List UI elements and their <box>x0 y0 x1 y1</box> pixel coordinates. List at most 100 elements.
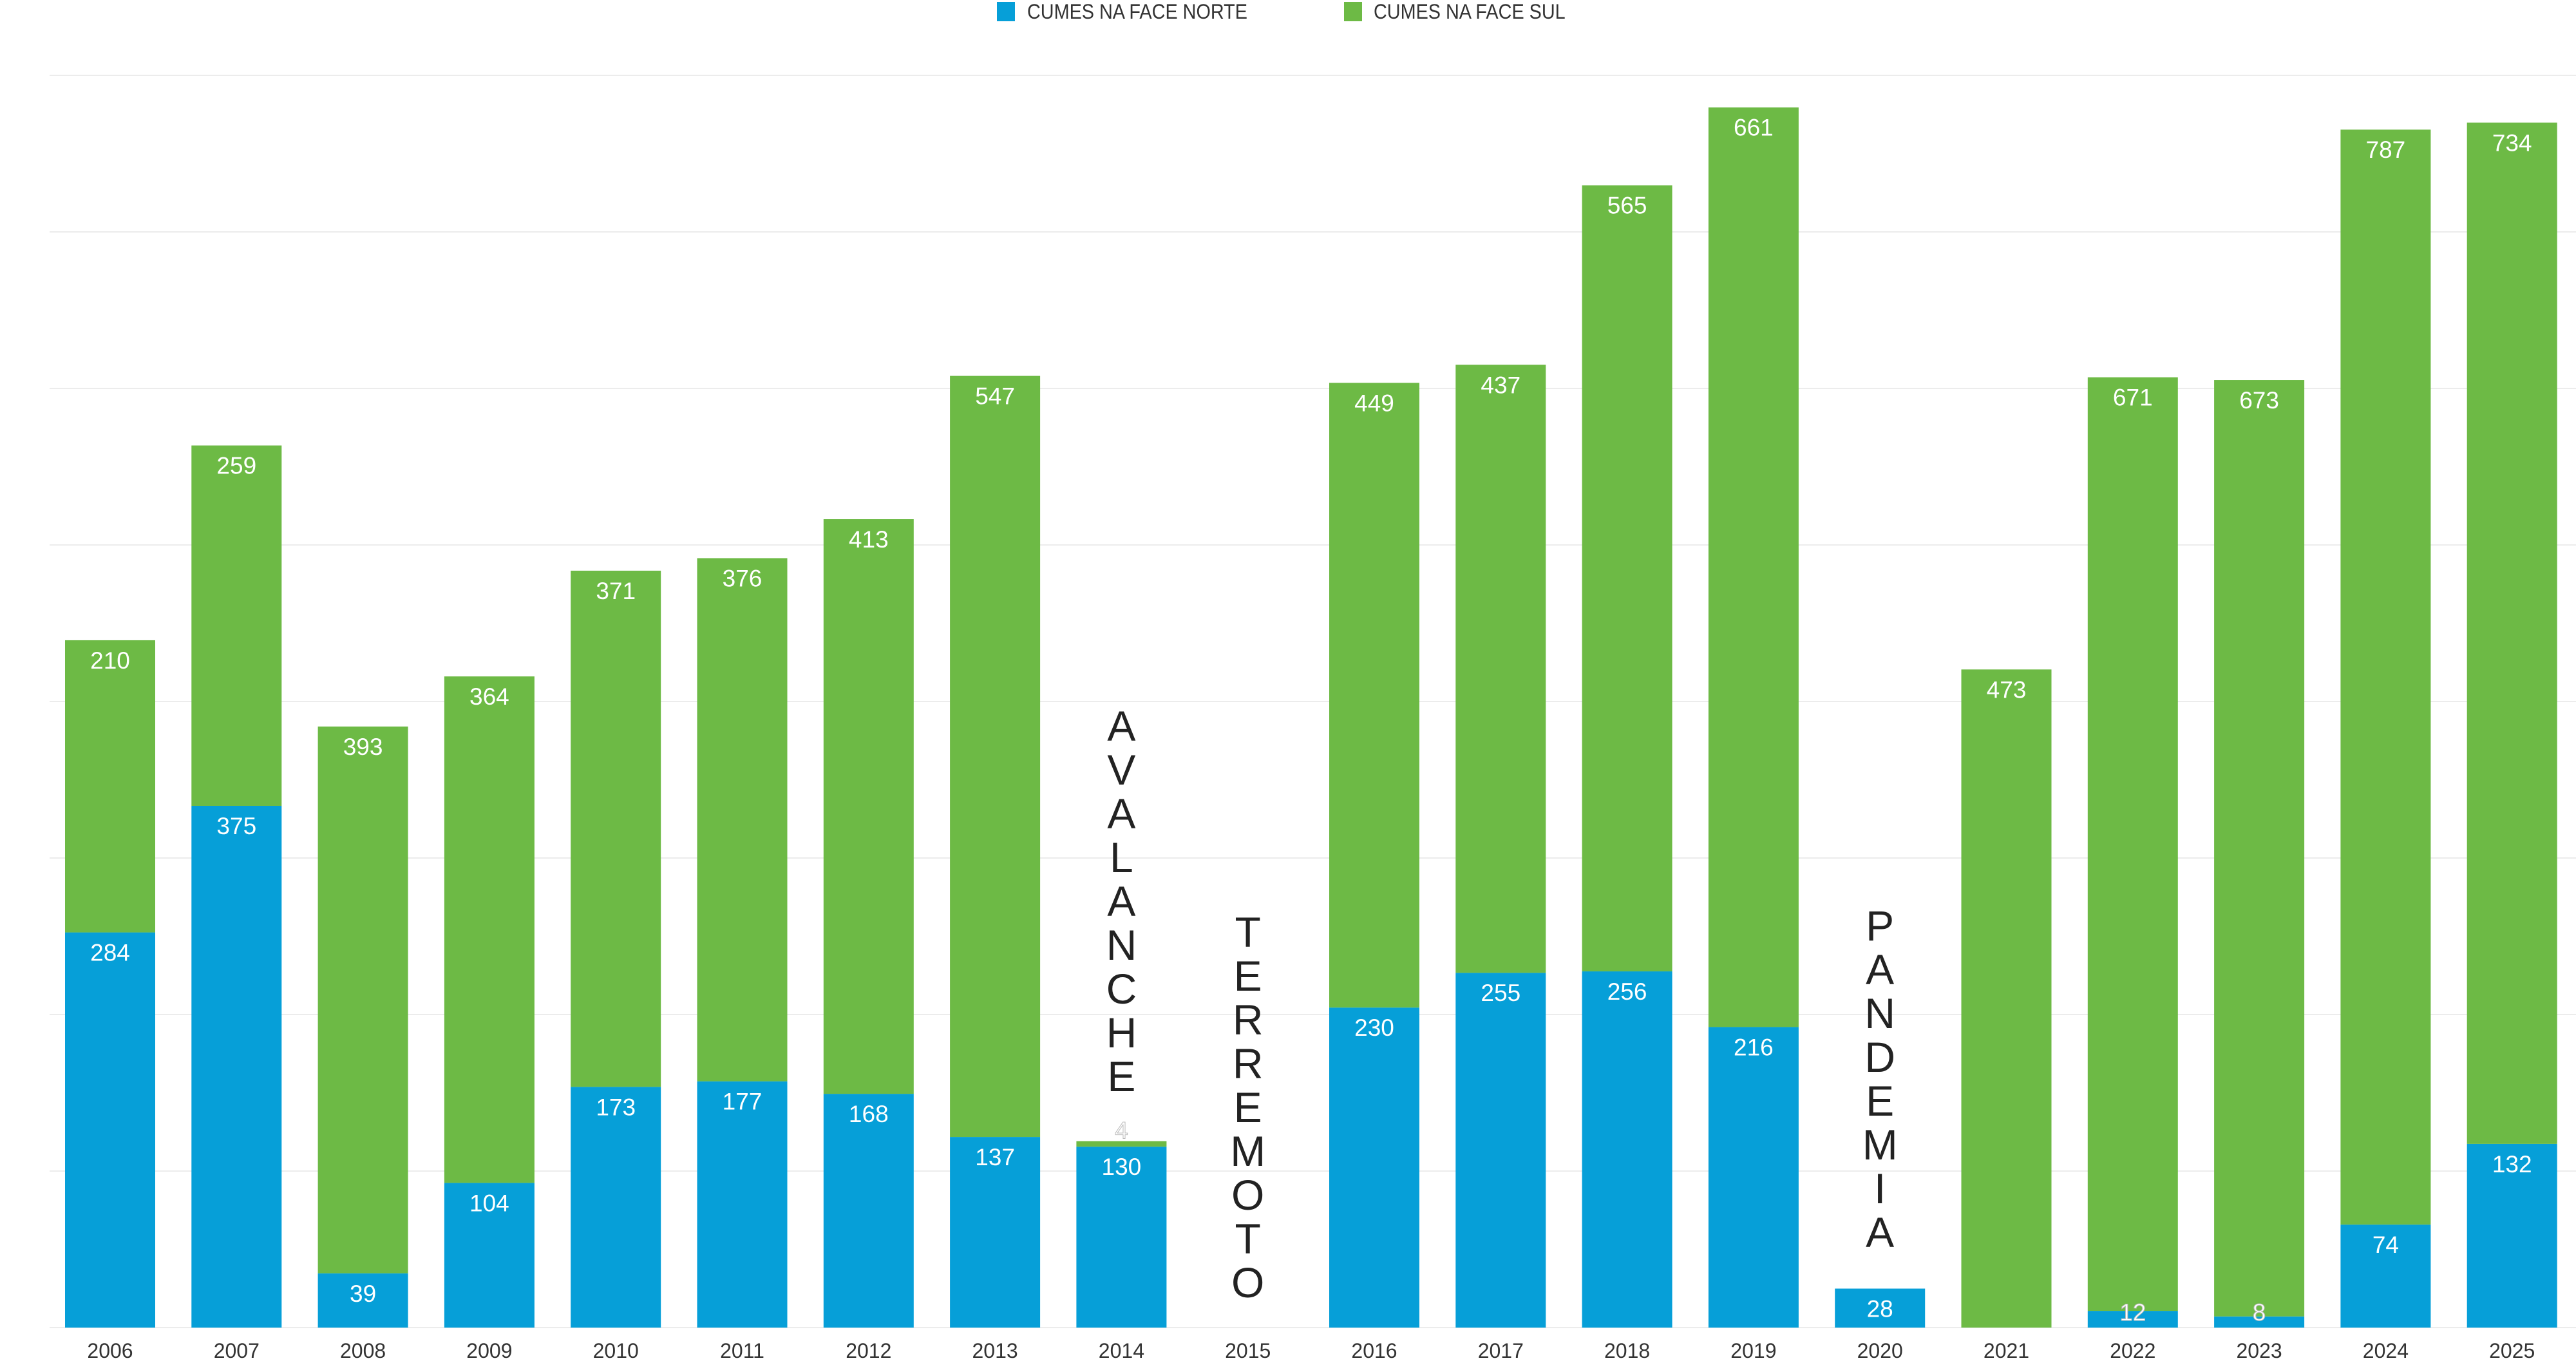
bar-north <box>1329 1007 1419 1328</box>
bar-north <box>950 1137 1041 1328</box>
annotation-letter: E <box>1866 1077 1894 1125</box>
bar-north <box>444 1183 535 1328</box>
annotation-letter: A <box>1866 946 1894 993</box>
annotation-letter: A <box>1107 702 1135 750</box>
data-label-north: 255 <box>1481 980 1520 1006</box>
annotation-letter: H <box>1106 1009 1137 1056</box>
bar-south <box>2467 122 2557 1144</box>
legend-label-north: CUMES NA FACE NORTE <box>1027 0 1247 23</box>
bar-south <box>1076 1141 1167 1147</box>
annotation-letter: V <box>1107 746 1135 794</box>
x-tick-label: 2022 <box>2110 1339 2155 1362</box>
data-label-north: 130 <box>1102 1154 1142 1180</box>
data-label-north: 12 <box>2119 1299 2146 1326</box>
bar-south <box>1455 365 1546 973</box>
data-label-south: 661 <box>1734 115 1774 141</box>
annotation-letter: A <box>1866 1208 1894 1256</box>
data-label-south: 376 <box>723 566 762 592</box>
data-label-south: 393 <box>343 734 383 760</box>
data-label-south: 4 <box>1115 1118 1128 1144</box>
x-tick-label: 2025 <box>2489 1339 2535 1362</box>
x-tick-label: 2009 <box>466 1339 512 1362</box>
bar-south <box>950 376 1041 1138</box>
data-label-south: 371 <box>596 578 636 604</box>
annotation-letter: T <box>1235 908 1261 956</box>
data-label-north: 177 <box>723 1089 762 1115</box>
x-tick-label: 2016 <box>1351 1339 1397 1362</box>
data-label-north: 132 <box>2492 1151 2532 1177</box>
annotation-letter: N <box>1864 989 1895 1037</box>
annotation-letter: A <box>1107 877 1135 925</box>
bar-south <box>2214 380 2305 1317</box>
bar-north <box>1076 1147 1167 1328</box>
annotation-letter: L <box>1110 834 1133 881</box>
annotation-letter: O <box>1231 1259 1264 1306</box>
annotation-letter: M <box>1230 1127 1265 1175</box>
annotation-letter: O <box>1231 1171 1264 1219</box>
data-label-north: 168 <box>849 1101 889 1127</box>
x-tick-label: 2019 <box>1730 1339 1776 1362</box>
annotation-letter: R <box>1233 1040 1264 1087</box>
data-label-north: 375 <box>216 813 256 839</box>
x-tick-label: 2006 <box>87 1339 133 1362</box>
bar-south <box>571 570 661 1087</box>
data-label-south: 473 <box>1987 676 2027 703</box>
x-tick-label: 2011 <box>720 1339 764 1362</box>
data-label-south: 413 <box>849 526 889 553</box>
annotation-letter: P <box>1866 902 1894 949</box>
annotation-letter: I <box>1874 1165 1886 1212</box>
annotation-letter: E <box>1234 952 1262 1000</box>
bar-north <box>191 806 282 1328</box>
annotation-letter: E <box>1107 1053 1135 1100</box>
x-tick-label: 2024 <box>2363 1339 2409 1362</box>
bar-north <box>571 1087 661 1328</box>
bar-south <box>444 676 535 1183</box>
data-label-north: 137 <box>975 1144 1015 1170</box>
bar-south <box>1329 383 1419 1008</box>
x-tick-label: 2023 <box>2237 1339 2282 1362</box>
bar-north <box>1582 971 1672 1328</box>
x-tick-label: 2012 <box>846 1339 891 1362</box>
bar-south <box>317 726 408 1273</box>
x-tick-label: 2014 <box>1099 1339 1144 1362</box>
annotation-letter: R <box>1233 996 1264 1044</box>
bar-north <box>823 1094 914 1328</box>
data-label-south: 210 <box>90 647 130 674</box>
annotation-letter: A <box>1107 790 1135 837</box>
legend: CUMES NA FACE NORTE CUMES NA FACE SUL <box>0 0 2576 26</box>
legend-label-south: CUMES NA FACE SUL <box>1374 0 1566 23</box>
bar-north <box>1708 1027 1799 1328</box>
data-label-south: 259 <box>216 453 256 479</box>
data-label-south: 364 <box>469 683 509 710</box>
data-label-north: 28 <box>1867 1296 1893 1322</box>
bar-south <box>1582 185 1672 972</box>
data-label-north: 104 <box>469 1190 509 1216</box>
annotation-letter: C <box>1106 965 1137 1013</box>
annotation-letter: E <box>1234 1083 1262 1131</box>
bar-north <box>697 1081 788 1328</box>
bar-south <box>2340 129 2431 1225</box>
data-label-north: 256 <box>1607 978 1647 1005</box>
data-label-south: 437 <box>1481 372 1520 398</box>
x-tick-label: 2020 <box>1857 1339 1903 1362</box>
annotation-letter: N <box>1106 921 1137 969</box>
data-label-north: 284 <box>90 940 130 966</box>
data-label-south: 787 <box>2366 137 2406 163</box>
data-label-north: 39 <box>350 1281 376 1307</box>
x-tick-label: 2013 <box>972 1339 1018 1362</box>
x-tick-label: 2007 <box>214 1339 260 1362</box>
data-label-south: 547 <box>975 383 1015 410</box>
bar-north <box>65 932 155 1328</box>
data-label-south: 673 <box>2239 387 2279 414</box>
data-label-south: 449 <box>1354 390 1394 416</box>
x-tick-label: 2015 <box>1225 1339 1271 1362</box>
bar-north <box>1455 973 1546 1328</box>
bar-north <box>2467 1143 2557 1328</box>
bar-north <box>1835 1288 1926 1328</box>
data-label-north: 230 <box>1354 1015 1394 1041</box>
bar-north <box>2340 1225 2431 1328</box>
bar-south <box>65 640 155 933</box>
data-label-south: 671 <box>2113 385 2153 411</box>
bar-south <box>1708 107 1799 1027</box>
